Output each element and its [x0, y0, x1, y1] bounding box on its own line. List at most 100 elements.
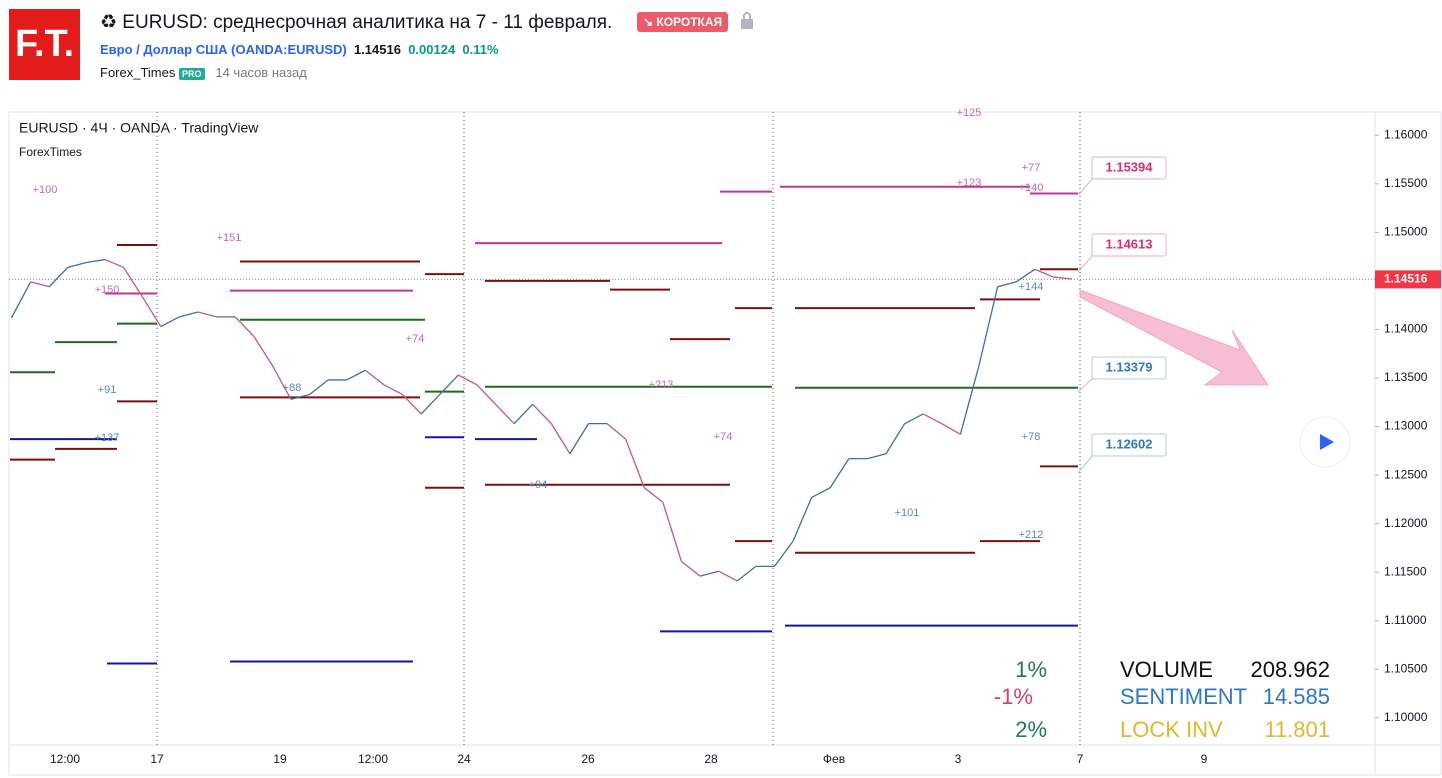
price-segment — [309, 379, 329, 396]
y-tick-label: 1.15500 — [1384, 176, 1428, 190]
level-annotation: +74 — [406, 333, 425, 345]
price-segment — [550, 423, 571, 455]
price-segment — [718, 570, 738, 582]
price-segment — [569, 423, 590, 455]
price-segment — [123, 266, 143, 297]
y-tick-label: 1.10000 — [1384, 710, 1428, 724]
symbol-row: Евро / Доллар США (OANDA:EURUSD) 1.14516… — [100, 42, 499, 57]
price-segment — [86, 258, 106, 264]
level-annotation: +74 — [714, 431, 733, 443]
price-segment — [160, 316, 180, 328]
y-tick-label: 1.12000 — [1384, 516, 1428, 530]
short-badge: ↘ КОРОТКАЯ — [637, 12, 729, 32]
price-segment — [606, 423, 627, 440]
y-tick-label: 1.10500 — [1384, 661, 1428, 675]
price-segment — [681, 560, 701, 577]
chart-frame — [8, 111, 1442, 776]
price-segment — [476, 384, 496, 405]
price-segment — [643, 487, 664, 503]
percent: -1% — [994, 684, 1033, 709]
level-annotation: +151 — [217, 232, 242, 244]
price-segment — [736, 565, 757, 582]
price-tag: 1.14613 — [1106, 236, 1153, 251]
x-tick-label: 12:00 — [358, 752, 388, 766]
price-segment — [141, 296, 162, 327]
author[interactable]: Forex_Times — [100, 65, 176, 80]
price-segment — [699, 570, 719, 577]
stat-value: 11.801 — [1264, 717, 1330, 742]
y-tick-label: 1.16000 — [1384, 127, 1428, 141]
x-tick-label: 24 — [457, 752, 471, 766]
level-annotation: +94 — [529, 479, 548, 491]
y-tick-label: 1.13500 — [1384, 370, 1428, 384]
price-segment — [1053, 276, 1073, 280]
x-tick-label: Фев — [823, 752, 845, 766]
price-segment — [234, 316, 255, 337]
x-tick-label: 19 — [273, 752, 287, 766]
level-annotation: +125 — [957, 107, 982, 119]
x-tick-label: 3 — [955, 752, 962, 766]
y-tick-label: 1.13000 — [1384, 419, 1428, 433]
price-segment — [1015, 268, 1036, 283]
level-annotation: +213 — [649, 379, 674, 391]
y-tick-label: 1.11000 — [1384, 613, 1427, 627]
watermark: ForexTimes — [19, 145, 82, 159]
price-segment — [773, 540, 794, 567]
price-segment — [458, 374, 478, 386]
level-annotation: +150 — [95, 284, 120, 296]
price-segment — [48, 266, 69, 288]
price-segment — [420, 394, 441, 415]
change: 0.00124 — [408, 42, 456, 57]
x-tick-label: 17 — [150, 752, 164, 766]
price-tag-box — [1091, 356, 1167, 380]
price-tag-box — [1091, 433, 1167, 457]
current-price-label: 1.14516 — [1384, 272, 1428, 286]
price-segment — [383, 384, 403, 396]
price-segment — [811, 487, 831, 499]
price: 1.14516 — [353, 42, 401, 57]
price-segment — [346, 369, 366, 381]
price-segment — [997, 281, 1017, 288]
price-segment — [402, 394, 422, 415]
x-tick-label: 26 — [581, 752, 595, 766]
tag-connector — [1077, 254, 1094, 273]
level-annotation: +91 — [98, 384, 117, 396]
percent: 2% — [1015, 717, 1047, 742]
price-segment — [959, 365, 980, 435]
symbol-link[interactable]: Евро / Доллар США (OANDA:EURUSD) — [100, 42, 347, 57]
level-annotation: +88 — [283, 382, 302, 394]
x-tick-label: 9 — [1201, 752, 1208, 766]
level-annotation: +123 — [957, 177, 982, 189]
level-annotation: +140 — [1019, 182, 1044, 194]
price-segment — [364, 369, 385, 386]
play-icon — [1320, 434, 1334, 450]
price-tag-box — [1091, 233, 1167, 257]
price-segment — [67, 261, 87, 268]
price-tag: 1.12602 — [1106, 436, 1153, 451]
price-segment — [532, 403, 552, 425]
level-annotation: +144 — [1019, 281, 1044, 293]
price-segment — [885, 423, 906, 455]
price-segment — [30, 281, 50, 288]
y-tick-label: 1.11500 — [1384, 564, 1427, 578]
price-segment — [1034, 268, 1054, 278]
y-tick-label: 1.15000 — [1384, 225, 1428, 239]
x-tick-label: 12:00 — [50, 752, 80, 766]
tag-connector — [1077, 377, 1094, 393]
forecast-arrow — [1079, 289, 1269, 386]
price-segment — [662, 502, 683, 562]
legend-title: EURUSD · 4Ч · OANDA · TradingView — [19, 120, 259, 136]
stat-label: VOLUME — [1120, 657, 1213, 682]
stat-label: LOCK INV — [1120, 717, 1223, 742]
level-annotation: +78 — [1022, 431, 1041, 443]
price-segment — [11, 281, 32, 318]
plot: 1.160001.155001.150001.145001.140001.135… — [10, 112, 1428, 766]
logo[interactable]: F.T. — [9, 9, 80, 80]
author-row: Forex_Times PRO 14 часов назад — [100, 65, 307, 80]
y-tick-label: 1.14000 — [1384, 322, 1428, 336]
price-segment — [290, 393, 310, 401]
x-tick-label: 28 — [704, 752, 718, 766]
price-segment — [179, 311, 199, 318]
